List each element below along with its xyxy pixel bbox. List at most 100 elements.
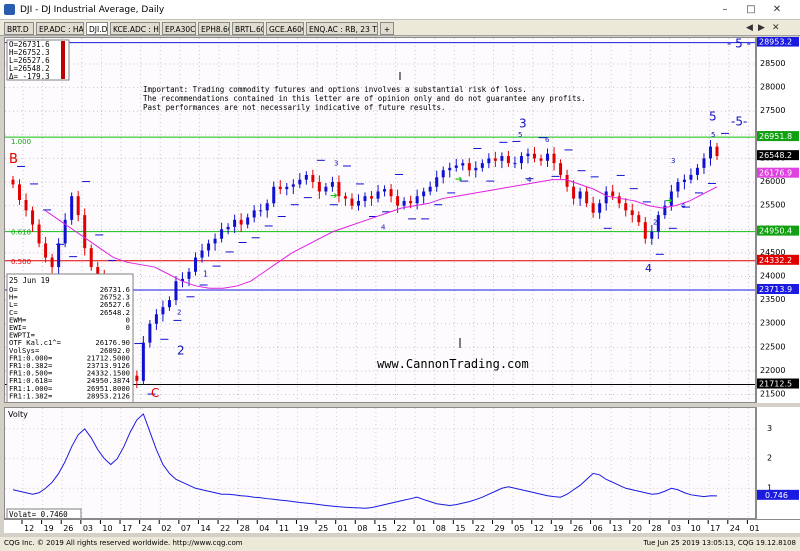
tab-ep-adc[interactable]: EP.ADC : HA bbox=[36, 22, 84, 35]
date-tick-label: 22 bbox=[475, 524, 485, 533]
data-window-value: 0 bbox=[126, 323, 130, 332]
candle-body bbox=[611, 191, 615, 197]
data-window-value: 26527.6 bbox=[100, 300, 130, 309]
candle-body bbox=[324, 186, 328, 192]
minor-wave-label: 4 bbox=[527, 176, 532, 184]
tab-gce[interactable]: GCE.A60C bbox=[266, 22, 304, 35]
close-button[interactable]: ✕ bbox=[772, 4, 782, 15]
candle-body bbox=[526, 153, 530, 157]
watermark-text: www.CannonTrading.com bbox=[377, 357, 529, 371]
tab-ep-a30c[interactable]: EP.A30C bbox=[162, 22, 196, 35]
candle-body bbox=[467, 163, 471, 171]
candle-body bbox=[428, 186, 432, 192]
price-tick-label: 25500 bbox=[760, 201, 785, 210]
price-level-label: 26951.8 bbox=[759, 132, 792, 141]
price-tick-label: 26000 bbox=[760, 177, 785, 186]
ohlc-box bbox=[6, 39, 70, 81]
candle-body bbox=[487, 158, 491, 164]
candle-body bbox=[552, 153, 556, 164]
tab-kce-adc[interactable]: KCE.ADC : HA bbox=[110, 22, 160, 35]
data-window-value: 24332.1500 bbox=[87, 369, 130, 378]
volty-title: Volty bbox=[8, 410, 28, 419]
candle-body bbox=[676, 182, 680, 192]
price-chart[interactable]: 1.000 0.618 0.500 B C 1 2 3 4 5 - 5 - -5- 3 4 5 4 3 2 4 5 6 2… bbox=[5, 38, 756, 403]
candle-body bbox=[532, 153, 536, 159]
volty-chart[interactable]: Volty Volat= 0.7460 bbox=[5, 408, 756, 519]
tab-brt-d[interactable]: BRT.D bbox=[4, 22, 34, 35]
date-axis[interactable]: 12 19 26 03 10 17 24 02 07 14 22 28 04 11 19 25 01 08 15 22… bbox=[4, 519, 800, 533]
price-level-label: 21712.5 bbox=[759, 380, 792, 389]
date-tick-label: 01 bbox=[338, 524, 348, 533]
price-tick-label: 27500 bbox=[760, 106, 785, 115]
candle-body bbox=[161, 307, 165, 315]
date-tick-label: 08 bbox=[357, 524, 367, 533]
data-window-date: 25 Jun 19 bbox=[9, 276, 50, 285]
candle-body bbox=[233, 219, 237, 227]
candle-body bbox=[167, 300, 171, 308]
data-window-key: H= bbox=[9, 293, 18, 302]
candle-body bbox=[435, 177, 439, 187]
price-level-label: 26176.9 bbox=[759, 169, 792, 178]
data-window-value: 0 bbox=[126, 315, 130, 324]
tab-brtl[interactable]: BRTL.60 bbox=[232, 22, 264, 35]
candle-body bbox=[265, 203, 269, 211]
candle-body bbox=[519, 156, 523, 164]
minor-wave-label: 2 bbox=[653, 219, 657, 227]
price-level-label: 26548.2 bbox=[759, 151, 792, 160]
date-tick-label: 28 bbox=[240, 524, 250, 533]
tab-next-icon[interactable]: ▶ bbox=[758, 23, 765, 33]
volty-panel[interactable]: Volty Volat= 0.7460 bbox=[4, 407, 756, 519]
volty-axis: 1 2 3 0.746 bbox=[756, 407, 800, 519]
price-tick-label: 24500 bbox=[760, 248, 785, 257]
date-tick-label: 26 bbox=[573, 524, 583, 533]
tab-prev-icon[interactable]: ◀ bbox=[746, 23, 753, 33]
status-bar: CQG Inc. © 2019 All rights reserved worl… bbox=[0, 537, 800, 551]
app-icon bbox=[4, 4, 15, 15]
volty-last-label: 0.746 bbox=[765, 491, 788, 500]
data-window-value: 24950.3874 bbox=[87, 376, 130, 385]
maximize-button[interactable]: □ bbox=[746, 4, 756, 15]
candle-body bbox=[585, 191, 589, 204]
candle-body bbox=[44, 243, 48, 258]
data-window-key: OTF Kal.c1^= bbox=[9, 338, 62, 347]
add-tab-button[interactable]: + bbox=[380, 22, 394, 35]
minimize-button[interactable]: – bbox=[722, 4, 728, 15]
date-tick-label: 13 bbox=[612, 524, 622, 533]
ohlc-value: O=26731.6 bbox=[9, 40, 50, 49]
candle-body bbox=[513, 163, 517, 165]
candle-body bbox=[70, 196, 74, 220]
candle-body bbox=[572, 186, 576, 199]
date-tick-label: 12 bbox=[534, 524, 544, 533]
price-chart-panel[interactable]: 1.000 0.618 0.500 B C 1 2 3 4 5 - 5 - -5- 3 4 5 4 3 2 4 5 6 2… bbox=[4, 37, 756, 403]
price-tick-label: 23000 bbox=[760, 319, 785, 328]
candle-body bbox=[272, 186, 276, 204]
price-level-tag bbox=[757, 150, 799, 161]
candle-body bbox=[285, 186, 289, 190]
date-tick-label: 20 bbox=[632, 524, 642, 533]
tab-eph8[interactable]: EPH8.60 bbox=[198, 22, 230, 35]
candle-body bbox=[702, 158, 706, 168]
candle-body bbox=[89, 248, 93, 268]
candle-body bbox=[591, 203, 595, 213]
candle-body bbox=[689, 174, 693, 180]
volty-tick-label: 1 bbox=[767, 483, 772, 492]
candle-body bbox=[630, 210, 634, 216]
tab-close-icon[interactable]: ✕ bbox=[772, 23, 780, 33]
price-level-tag bbox=[757, 36, 799, 47]
candle-body bbox=[252, 210, 256, 218]
price-axis[interactable]: 2150022000225002300023500240002450025000… bbox=[756, 36, 800, 403]
candle-body bbox=[18, 184, 22, 200]
signal-arrow: ➔ bbox=[330, 192, 338, 202]
wave-label: 2 bbox=[177, 343, 185, 357]
candle-body bbox=[565, 174, 569, 187]
candle-body bbox=[337, 182, 341, 197]
wave-label: 3 bbox=[519, 117, 527, 131]
candle-body bbox=[31, 210, 35, 225]
volty-tick-label: 3 bbox=[767, 424, 772, 433]
tab-enq[interactable]: ENQ.AC : RB, 23 Tick bbox=[306, 22, 378, 35]
price-level-tag bbox=[757, 225, 799, 236]
wave-label: C bbox=[151, 386, 159, 400]
wave-label: - 5 - bbox=[727, 38, 751, 50]
tab-dji-d[interactable]: DJI.D bbox=[86, 22, 108, 35]
candle-body bbox=[396, 196, 400, 206]
